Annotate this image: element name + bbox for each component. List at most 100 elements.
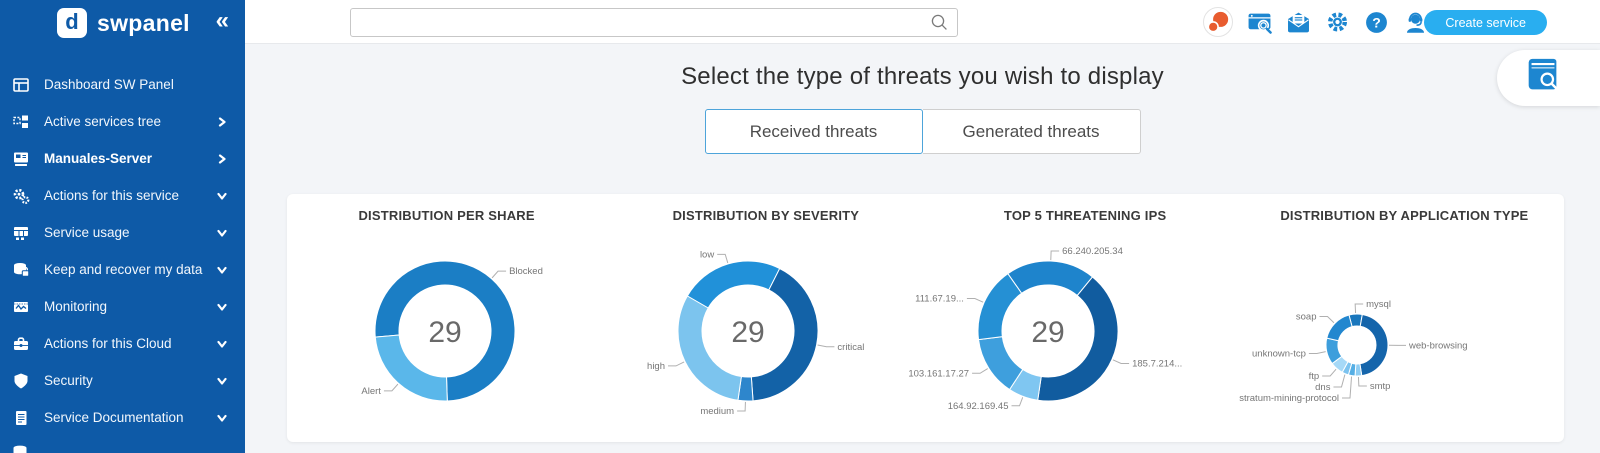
- toolbox-icon: [11, 335, 31, 353]
- sidebar-item-service-usage[interactable]: Service usage: [0, 214, 245, 251]
- topbar-icon-group: ?: [1203, 0, 1428, 44]
- segment-label: soap: [1296, 312, 1317, 323]
- chart-title: TOP 5 THREATENING IPS: [1003, 208, 1167, 223]
- brand-name: swpanel: [97, 9, 190, 36]
- segment-label: Blocked: [509, 266, 543, 277]
- sidebar-item-actions-for-service[interactable]: Actions for this service: [0, 177, 245, 214]
- sidebar: d swpanel « Dashboard SW Panel Active se…: [0, 0, 245, 453]
- segment-label: dns: [1315, 382, 1331, 393]
- chevron-down-icon: [217, 191, 227, 201]
- account-avatar-icon[interactable]: [1203, 7, 1233, 37]
- 111.67.19...-segment[interactable]: [977, 272, 1022, 341]
- Alert-segment[interactable]: [374, 334, 448, 402]
- donut-total: 29: [428, 316, 461, 349]
- sidebar-item-label: Active services tree: [44, 114, 162, 129]
- segment-label: 103.161.17.27: [908, 368, 969, 379]
- sidebar-item-label: Actions for this service: [44, 188, 180, 203]
- donut-total: 29: [1031, 316, 1064, 349]
- sidebar-item-keep-recover-data[interactable]: Keep and recover my data: [0, 251, 245, 288]
- brand-row: d swpanel «: [0, 0, 245, 46]
- low-segment[interactable]: [687, 260, 781, 309]
- create-service-button[interactable]: Create service: [1424, 10, 1547, 35]
- sidebar-item-partial: [11, 444, 29, 453]
- segment-label: 111.67.19...: [915, 294, 964, 305]
- browser-search-icon[interactable]: [1247, 10, 1272, 35]
- sidebar-nav: Dashboard SW Panel Active services tree …: [0, 66, 245, 453]
- gears-icon: [11, 187, 31, 205]
- segment-label: web-browsing: [1408, 340, 1468, 351]
- chart-distribution-by-severity: DISTRIBUTION BY SEVERITY low critical medi…: [606, 208, 925, 438]
- chart-title: DISTRIBUTION BY SEVERITY: [672, 208, 860, 223]
- monitor-graph-icon: [11, 298, 31, 316]
- sidebar-item-monitoring[interactable]: Monitoring: [0, 288, 245, 325]
- threat-type-toggle: Received threats Generated threats: [245, 109, 1600, 154]
- Blocked-segment[interactable]: [374, 260, 516, 402]
- sidebar-item-manuales-server[interactable]: Manuales-Server: [0, 140, 245, 177]
- chart-distribution-by-application-type: DISTRIBUTION BY APPLICATION TYPE mysql we…: [1239, 208, 1564, 438]
- label-leader-line: [817, 344, 835, 348]
- sidebar-item-label: Manuales-Server: [44, 151, 153, 166]
- dashboard-icon: [11, 76, 31, 94]
- svg-text:?: ?: [1372, 14, 1381, 30]
- database-lock-icon: [11, 261, 31, 279]
- label-leader-line: [1308, 351, 1326, 354]
- 66.240.205.34-segment[interactable]: [1006, 260, 1093, 297]
- donut-chart: Blocked Alert 29: [287, 223, 606, 438]
- chevron-down-icon: [217, 265, 227, 275]
- segment-label: critical: [838, 342, 865, 353]
- label-leader-line: [737, 401, 747, 412]
- sidebar-collapse-button[interactable]: «: [215, 7, 229, 34]
- tab-received-threats[interactable]: Received threats: [704, 109, 923, 154]
- search-icon[interactable]: [930, 13, 957, 32]
- chevron-down-icon: [217, 228, 227, 238]
- sidebar-item-security[interactable]: Security: [0, 362, 245, 399]
- book-search-icon: [1524, 55, 1562, 102]
- sidebar-item-service-documentation[interactable]: Service Documentation: [0, 399, 245, 436]
- segment-label: 185.7.214...: [1132, 358, 1182, 369]
- documentation-search-widget[interactable]: [1497, 50, 1600, 106]
- segment-label: ftp: [1308, 371, 1319, 382]
- label-leader-line: [668, 361, 685, 367]
- sidebar-item-label: Service usage: [44, 225, 130, 240]
- page-title: Select the type of threats you wish to d…: [681, 63, 1164, 90]
- tab-generated-threats[interactable]: Generated threats: [922, 109, 1141, 154]
- settings-gear-icon[interactable]: [1325, 10, 1350, 35]
- document-icon: [11, 409, 31, 427]
- segment-label: mysql: [1366, 299, 1391, 310]
- segment-label: 164.92.169.45: [947, 401, 1008, 412]
- segment-label: high: [647, 361, 665, 372]
- sidebar-item-dashboard[interactable]: Dashboard SW Panel: [0, 66, 245, 103]
- label-leader-line: [966, 298, 983, 303]
- soap-segment[interactable]: [1326, 314, 1353, 342]
- segment-label: 66.240.205.34: [1062, 246, 1123, 257]
- sidebar-item-label: Security: [44, 373, 93, 388]
- chevron-down-icon: [217, 376, 227, 386]
- chevron-down-icon: [217, 413, 227, 423]
- server-manuals-icon: [11, 150, 31, 168]
- chevron-right-icon: [217, 153, 227, 164]
- main-content: Select the type of threats you wish to d…: [245, 44, 1600, 453]
- high-segment[interactable]: [677, 295, 743, 401]
- segment-label: smtp: [1370, 381, 1391, 392]
- sidebar-item-active-services-tree[interactable]: Active services tree: [0, 103, 245, 140]
- logo-glyph: d: [65, 9, 79, 34]
- swpanel-logo-icon: d: [57, 8, 87, 38]
- services-tree-icon: [11, 113, 31, 131]
- web-browsing-segment[interactable]: [1359, 313, 1389, 377]
- sidebar-item-label: Keep and recover my data: [44, 262, 203, 277]
- usage-calendar-icon: [11, 224, 31, 242]
- label-leader-line: [1354, 303, 1364, 314]
- mail-icon[interactable]: [1286, 10, 1311, 35]
- support-agent-icon[interactable]: [1403, 10, 1428, 35]
- sidebar-item-actions-for-cloud[interactable]: Actions for this Cloud: [0, 325, 245, 362]
- critical-segment[interactable]: [751, 267, 819, 402]
- donut-chart: low critical medium high 29: [606, 223, 925, 438]
- help-icon[interactable]: ?: [1364, 10, 1389, 35]
- 185.7.214...-segment[interactable]: [1036, 276, 1119, 402]
- label-leader-line: [717, 253, 729, 264]
- search-input[interactable]: [351, 9, 930, 36]
- sidebar-item-label: Actions for this Cloud: [44, 336, 172, 351]
- label-leader-line: [1322, 368, 1337, 377]
- label-leader-line: [1112, 359, 1129, 364]
